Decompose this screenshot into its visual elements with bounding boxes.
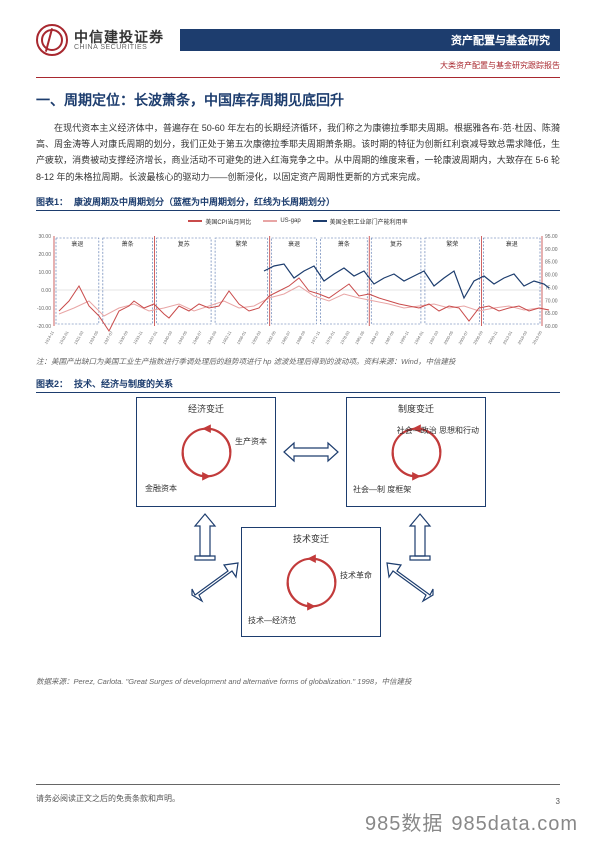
svg-text:繁荣: 繁荣 [446,240,458,248]
logo-en-text: CHINA SECURITIES [74,44,164,51]
svg-text:1924-05: 1924-05 [88,329,100,345]
svg-text:1956-01: 1956-01 [235,329,247,345]
svg-text:1918-01: 1918-01 [58,329,70,345]
svg-text:繁荣: 繁荣 [235,240,247,248]
svg-text:衰退: 衰退 [288,240,300,248]
svg-text:1975-01: 1975-01 [324,329,336,345]
svg-text:60.00: 60.00 [545,324,558,330]
svg-text:2006-09: 2006-09 [472,329,484,345]
svg-text:1943-05: 1943-05 [176,329,188,345]
svg-text:1940-03: 1940-03 [161,329,173,345]
svg-text:2013-01: 2013-01 [502,329,514,345]
svg-text:2019-05: 2019-05 [531,329,543,345]
chart2-caption: 技术、经济与制度的关系 [74,377,173,390]
legend-item: US-gap [263,217,300,226]
svg-text:1927-07: 1927-07 [102,329,114,345]
legend-item: 美国CPI当月同比 [188,217,251,226]
svg-text:1978-03: 1978-03 [339,329,351,345]
header-bar-text: 资产配置与基金研究 [451,32,550,48]
svg-text:1937-01: 1937-01 [147,329,159,345]
svg-text:1990-11: 1990-11 [398,329,410,345]
svg-text:复苏: 复苏 [390,240,402,248]
svg-text:1965-07: 1965-07 [280,329,292,345]
chart1-num: 图表1： [36,195,68,208]
watermark-a: 985数据 [365,813,443,835]
svg-text:30.00: 30.00 [38,234,51,240]
body-paragraph: 在现代资本主义经济体中，普遍存在 50-60 年左右的长期经济循环，我们称之为康… [36,120,560,185]
eco-box: 经济变迁 生产资本 金融资本 [136,397,276,507]
svg-text:1949-09: 1949-09 [206,329,218,345]
svg-text:80.00: 80.00 [545,272,558,278]
svg-text:萧条: 萧条 [338,240,350,248]
svg-text:2000-05: 2000-05 [442,329,454,345]
tech-box: 技术变迁 技术革命 技术—经济范 [241,527,381,637]
svg-text:复苏: 复苏 [178,240,190,248]
svg-text:10.00: 10.00 [38,270,51,276]
footer-disclaimer: 请务必阅读正文之后的免责条款和声明。 [36,794,180,803]
svg-text:衰退: 衰退 [506,240,518,248]
logo-cn-text: 中信建投证券 [74,30,164,44]
svg-text:衰退: 衰退 [71,240,83,248]
svg-text:1971-11: 1971-11 [310,329,322,345]
logo-icon [36,24,68,56]
svg-text:-10.00: -10.00 [37,306,51,312]
chart1-legend: 美国CPI当月同比 US-gap 美国全职工业部门产能利用率 [36,215,560,228]
svg-text:-20.00: -20.00 [37,324,51,330]
svg-text:1968-09: 1968-09 [295,329,307,345]
svg-text:65.00: 65.00 [545,311,558,317]
section-title: 一、周期定位：长波萧条，中国库存周期见底回升 [36,90,560,110]
svg-text:1987-09: 1987-09 [383,329,395,345]
svg-text:1962-05: 1962-05 [265,329,277,345]
svg-text:1946-07: 1946-07 [191,329,203,345]
svg-text:70.00: 70.00 [545,298,558,304]
legend-item: 美国全职工业部门产能利用率 [313,217,408,226]
svg-text:1930-09: 1930-09 [117,329,129,345]
page-header: 中信建投证券 CHINA SECURITIES 资产配置与基金研究 [36,24,560,56]
eco-title: 经济变迁 [188,402,224,415]
svg-text:1994-01: 1994-01 [413,329,425,345]
footer: 请务必阅读正文之后的免责条款和声明。 [36,784,560,806]
svg-text:1997-03: 1997-03 [428,329,440,345]
svg-text:2016-03: 2016-03 [516,329,528,345]
chart1-caption: 康波周期及中周期划分（蓝框为中周期划分，红线为长周期划分） [74,195,335,208]
svg-text:1914-11: 1914-11 [43,329,55,345]
svg-text:1984-07: 1984-07 [369,329,381,345]
chart1-source: 注：美国产出缺口为美国工业生产指数进行季调处理后的趋势项进行 hp 滤波处理后得… [36,357,560,368]
header-bar: 资产配置与基金研究 [180,29,560,51]
divider [36,77,560,78]
page-number: 3 [556,797,560,806]
svg-text:1959-03: 1959-03 [250,329,262,345]
svg-text:95.00: 95.00 [545,234,558,240]
subheader: 大类资产配置与基金研究跟踪报告 [36,60,560,71]
tech-title: 技术变迁 [293,532,329,545]
svg-text:85.00: 85.00 [545,259,558,265]
svg-text:1933-11: 1933-11 [132,329,144,345]
logo: 中信建投证券 CHINA SECURITIES [36,24,164,56]
svg-text:1921-03: 1921-03 [73,329,85,345]
svg-text:2009-11: 2009-11 [487,329,499,345]
chart1-svg: -20.00 -10.00 0.00 10.00 20.00 30.00 60.00 65.0… [36,228,560,348]
svg-text:1952-11: 1952-11 [221,329,233,345]
svg-text:0.00: 0.00 [41,288,51,294]
chart2: 经济变迁 生产资本 金融资本 制度变迁 社会—政治 思想和行动 社会—制 度框架… [36,397,560,677]
chart2-title-row: 图表2： 技术、经济与制度的关系 [36,377,560,393]
inst-box: 制度变迁 社会—政治 思想和行动 社会—制 度框架 [346,397,486,507]
svg-text:90.00: 90.00 [545,247,558,253]
svg-text:萧条: 萧条 [122,240,134,248]
watermark-b: 985data.com [451,813,578,835]
svg-text:1981-05: 1981-05 [354,329,366,345]
chart2-num: 图表2： [36,377,68,390]
watermark: 985数据 985data.com [365,807,578,836]
chart2-source: 数据来源：Perez, Carlota. "Great Surges of de… [36,677,560,688]
svg-text:2003-07: 2003-07 [457,329,469,345]
chart1-title-row: 图表1： 康波周期及中周期划分（蓝框为中周期划分，红线为长周期划分） [36,195,560,211]
svg-text:20.00: 20.00 [38,252,51,258]
chart1: 美国CPI当月同比 US-gap 美国全职工业部门产能利用率 -20.00 -10.0… [36,215,560,355]
inst-title: 制度变迁 [398,402,434,415]
